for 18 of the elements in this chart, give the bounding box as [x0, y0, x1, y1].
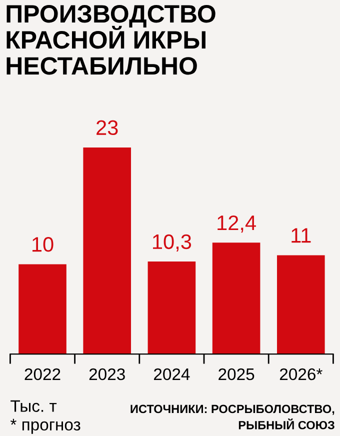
x-tick-label: 2026* — [280, 368, 322, 380]
data-label: 10,3 — [153, 234, 192, 252]
data-label: 12,4 — [218, 215, 256, 233]
data-label: 11 — [292, 228, 311, 243]
x-tick-label: 2025 — [218, 368, 254, 380]
text: Тыс. т * прогноз — [10, 400, 80, 434]
x-tick-label: 2024 — [154, 368, 190, 380]
data-label: 23 — [96, 120, 118, 136]
bar — [277, 255, 325, 354]
chart-title: ПРОИЗВОДСТВО КРАСНОЙ ИКРЫ НЕСТАБИЛЬНО — [6, 5, 216, 75]
text: ИСТОЧНИКИ: РОСРЫБОЛОВСТВО, РЫБНЫЙ СОЮЗ — [130, 404, 334, 430]
bar — [212, 242, 260, 354]
data-label: 10 — [32, 237, 54, 252]
x-tick-label: 2023 — [89, 368, 125, 380]
bar — [148, 262, 196, 354]
bar — [18, 264, 66, 354]
bar — [83, 147, 131, 354]
x-tick-label: 2022 — [24, 368, 60, 380]
